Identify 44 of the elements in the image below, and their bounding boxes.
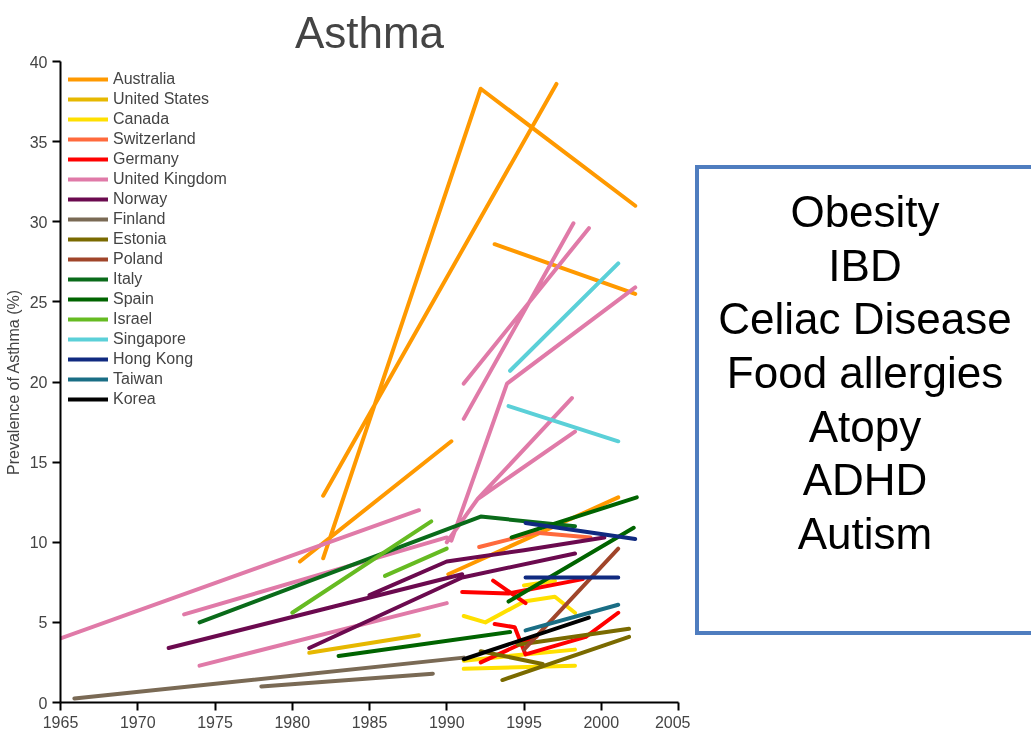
legend-label: Norway bbox=[113, 190, 168, 208]
y-axis-title: Prevalence of Asthma (%) bbox=[4, 289, 22, 475]
x-tick-label: 1985 bbox=[351, 713, 388, 730]
text: ADHD bbox=[802, 455, 928, 505]
text: Autism bbox=[797, 509, 933, 559]
y-tick-label: 40 bbox=[29, 53, 48, 71]
legend-label: United Kingdom bbox=[113, 170, 227, 188]
legend-label: Estonia bbox=[113, 230, 167, 248]
text: Celiac Disease bbox=[718, 294, 1012, 344]
x-tick-label: 1975 bbox=[197, 713, 233, 730]
legend-label: Finland bbox=[113, 210, 166, 228]
x-tick-label: 1990 bbox=[428, 713, 465, 730]
legend-label: Germany bbox=[113, 150, 179, 168]
y-tick-label: 25 bbox=[29, 293, 48, 311]
legend-label: Canada bbox=[113, 110, 170, 128]
text: Food allergies bbox=[726, 348, 1004, 398]
text: IBD bbox=[828, 240, 902, 290]
y-tick-label: 5 bbox=[38, 614, 48, 632]
legend-label: Taiwan bbox=[113, 370, 163, 388]
x-tick-label: 1995 bbox=[506, 713, 542, 730]
legend-label: Poland bbox=[113, 250, 163, 268]
x-tick-label: 1970 bbox=[119, 713, 156, 730]
x-tick-label: 1980 bbox=[274, 713, 311, 730]
legend-label: Singapore bbox=[113, 330, 186, 348]
legend-label: United States bbox=[113, 90, 210, 108]
y-tick-label: 0 bbox=[38, 694, 48, 712]
y-tick-label: 10 bbox=[29, 534, 48, 552]
legend-label: Hong Kong bbox=[113, 350, 194, 368]
legend-label: Australia bbox=[113, 70, 176, 88]
x-tick-label: 2000 bbox=[583, 713, 620, 730]
y-tick-label: 15 bbox=[29, 454, 48, 472]
legend-label: Switzerland bbox=[113, 130, 196, 148]
y-tick-label: 20 bbox=[29, 374, 48, 391]
legend-label: Israel bbox=[113, 310, 153, 328]
legend-label: Spain bbox=[113, 290, 154, 308]
text: Obesity bbox=[790, 187, 940, 236]
legend-label: Korea bbox=[113, 390, 156, 408]
y-tick-label: 35 bbox=[29, 133, 48, 151]
x-tick-label: 2005 bbox=[654, 713, 691, 730]
y-tick-label: 30 bbox=[29, 213, 48, 231]
x-tick-label: 1965 bbox=[42, 713, 79, 730]
legend-label: Italy bbox=[113, 270, 143, 288]
text: Atopy bbox=[808, 401, 922, 451]
chart-title: Asthma bbox=[294, 7, 445, 57]
